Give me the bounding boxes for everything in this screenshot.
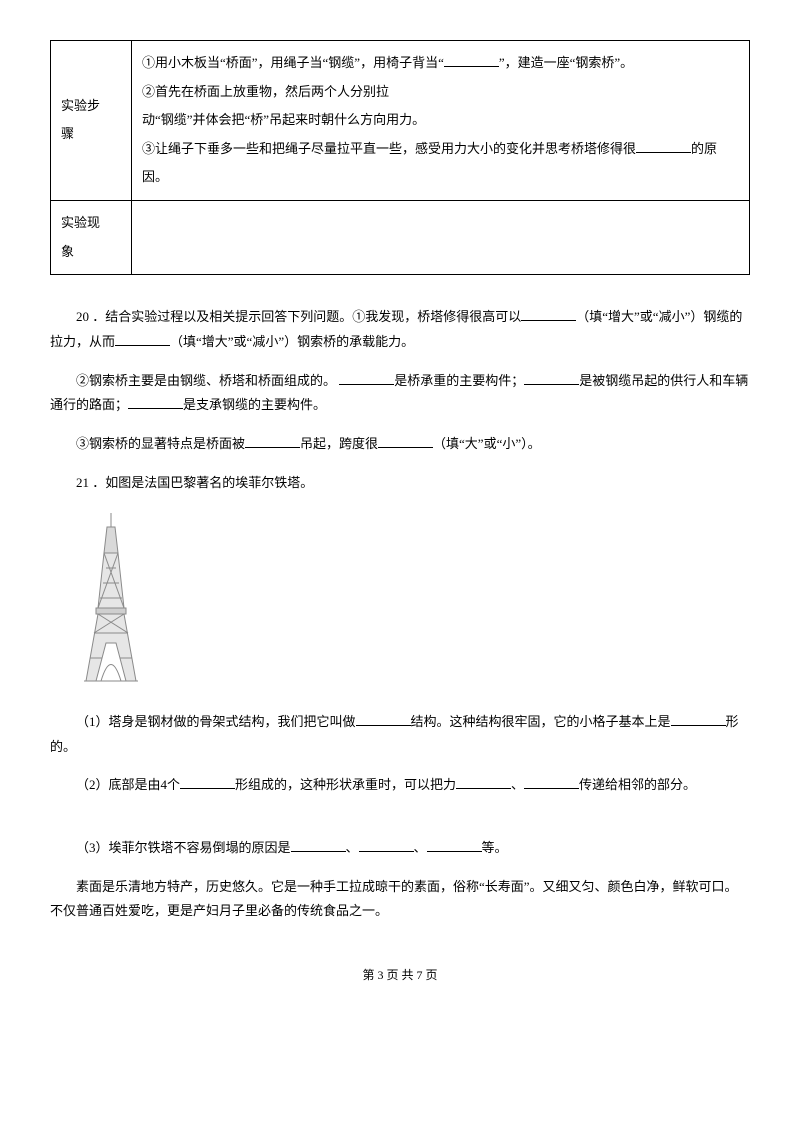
q21-3b: 、 xyxy=(346,840,359,855)
eiffel-tower-icon xyxy=(76,513,146,683)
steps-label: 实验步骤 xyxy=(61,98,100,142)
step1-blank xyxy=(444,53,499,67)
q20-2d: 是支承钢缆的主要构件。 xyxy=(183,397,326,412)
q20-2b: 是桥承重的主要构件； xyxy=(394,373,524,388)
q21-3c: 、 xyxy=(414,840,427,855)
tail-paragraph: 素面是乐清地方特产，历史悠久。它是一种手工拉成晾干的素面，俗称“长寿面”。又细又… xyxy=(50,875,750,924)
q21-1a: （1）塔身是钢材做的骨架式结构，我们把它叫做 xyxy=(76,714,356,729)
q21-p2: （2）底部是由4个 形组成的，这种形状承重时，可以把力 、 传递给相邻的部分。 xyxy=(50,773,750,798)
q21-2a: （2）底部是由4个 xyxy=(76,777,180,792)
q21-blank-1 xyxy=(356,712,411,726)
step3-text-a: ③让绳子下垂多一些和把绳子尽量拉平直一些，感受用力大小的变化并思考桥塔修得很 xyxy=(142,141,636,156)
q21-blank-5 xyxy=(524,775,579,789)
q20-p3: ③钢索桥的显著特点是桥面被 吊起，跨度很 （填“大”或“小”）。 xyxy=(50,432,750,457)
q20-p1: 20 ．结合实验过程以及相关提示回答下列问题。①我发现，桥塔修得很高可以 （填“增… xyxy=(50,305,750,354)
q20-3c: （填“大”或“小”）。 xyxy=(433,436,541,451)
q20-3b: 吊起，跨度很 xyxy=(300,436,378,451)
q20-1c: （填“增大”或“减小”）钢索桥的承载能力。 xyxy=(170,334,414,349)
q20-2a: ②钢索桥主要是由钢缆、桥塔和桥面组成的。 xyxy=(76,373,336,388)
eiffel-tower-figure xyxy=(76,513,750,692)
q21-lead: 21 ．如图是法国巴黎著名的埃菲尔铁塔。 xyxy=(50,471,750,496)
q21-2c: 、 xyxy=(511,777,524,792)
spacer xyxy=(50,812,750,822)
step1-text-b: ”，建造一座“钢索桥”。 xyxy=(499,55,633,70)
q20-3a: ③钢索桥的显著特点是桥面被 xyxy=(76,436,245,451)
steps-label-cell: 实验步骤 xyxy=(51,41,132,201)
q20-blank-4 xyxy=(524,371,579,385)
q21-p1: （1）塔身是钢材做的骨架式结构，我们把它叫做 结构。这种结构很牢固，它的小格子基本… xyxy=(50,710,750,759)
q20-blank-6 xyxy=(245,434,300,448)
step3-blank xyxy=(636,139,691,153)
step-3: ③让绳子下垂多一些和把绳子尽量拉平直一些，感受用力大小的变化并思考桥塔修得很的原… xyxy=(142,135,739,192)
q21-3d: 等。 xyxy=(482,840,508,855)
table-row-steps: 实验步骤 ①用小木板当“桥面”，用绳子当“钢缆”，用椅子背当“ ”，建造一座“钢索… xyxy=(51,41,750,201)
steps-content-cell: ①用小木板当“桥面”，用绳子当“钢缆”，用椅子背当“ ”，建造一座“钢索桥”。 ②… xyxy=(132,41,750,201)
q21-blank-7 xyxy=(359,838,414,852)
observation-label-cell: 实验现象 xyxy=(51,200,132,274)
q20-blank-5 xyxy=(128,395,183,409)
q21-2b: 形组成的，这种形状承重时，可以把力 xyxy=(235,777,456,792)
q21-2d: 传递给相邻的部分。 xyxy=(579,777,696,792)
step1-text-a: ①用小木板当“桥面”，用绳子当“钢缆”，用椅子背当“ xyxy=(142,55,444,70)
observation-content-cell xyxy=(132,200,750,274)
q20-1a: 20 ．结合实验过程以及相关提示回答下列问题。①我发现，桥塔修得很高可以 xyxy=(76,309,521,324)
q21-3a: （3）埃菲尔铁塔不容易倒塌的原因是 xyxy=(76,840,291,855)
q21-blank-3 xyxy=(180,775,235,789)
step-2b: 动“钢缆”并体会把“桥”吊起来时朝什么方向用力。 xyxy=(142,106,739,135)
q21-1b: 结构。这种结构很牢固，它的小格子基本上是 xyxy=(411,714,671,729)
step-1: ①用小木板当“桥面”，用绳子当“钢缆”，用椅子背当“ ”，建造一座“钢索桥”。 xyxy=(142,49,739,78)
q20-p2: ②钢索桥主要是由钢缆、桥塔和桥面组成的。 是桥承重的主要构件；是被钢缆吊起的供行… xyxy=(50,369,750,418)
q21-blank-6 xyxy=(291,838,346,852)
q21-blank-4 xyxy=(456,775,511,789)
q20-blank-3 xyxy=(339,371,394,385)
document-page: 实验步骤 ①用小木板当“桥面”，用绳子当“钢缆”，用椅子背当“ ”，建造一座“钢索… xyxy=(0,0,800,1017)
experiment-table: 实验步骤 ①用小木板当“桥面”，用绳子当“钢缆”，用椅子背当“ ”，建造一座“钢索… xyxy=(50,40,750,275)
q21-blank-2 xyxy=(671,712,726,726)
observation-label: 实验现象 xyxy=(61,215,100,259)
q21-blank-8 xyxy=(427,838,482,852)
q21-p3: （3）埃菲尔铁塔不容易倒塌的原因是 、 、 等。 xyxy=(50,836,750,861)
q20-blank-7 xyxy=(378,434,433,448)
q20-blank-2 xyxy=(115,332,170,346)
q20-blank-1 xyxy=(521,307,576,321)
page-footer: 第 3 页 共 7 页 xyxy=(50,964,750,987)
table-row-observation: 实验现象 xyxy=(51,200,750,274)
step-2a: ②首先在桥面上放重物，然后两个人分别拉 xyxy=(142,78,739,107)
